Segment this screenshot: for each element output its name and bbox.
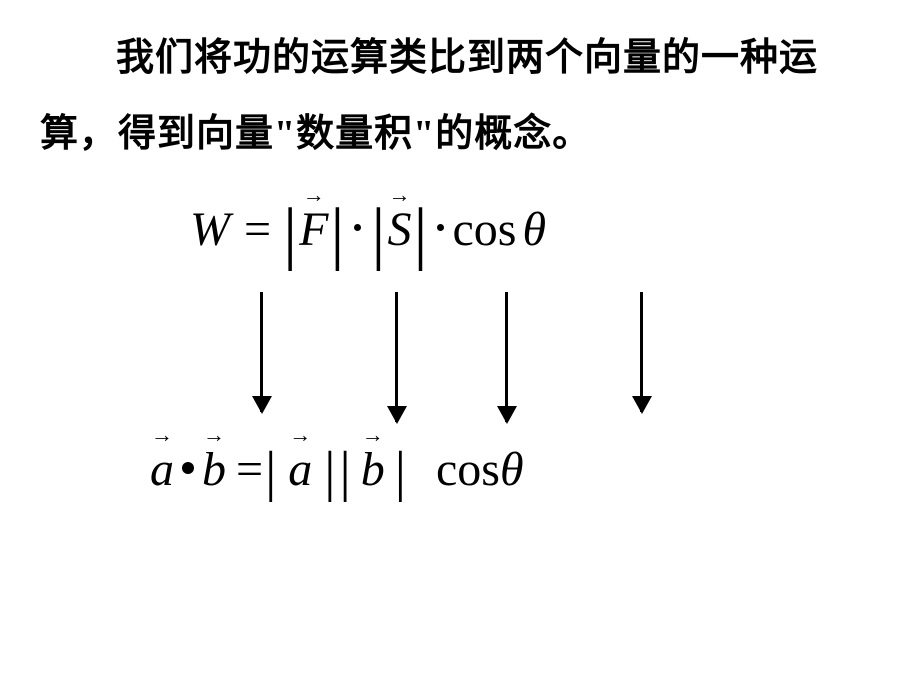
vector-a-abs: → a [288,442,312,497]
vector-arrow-icon: → [387,190,411,200]
equals-sign-2: = [236,442,263,497]
vector-b-abs: → b [361,442,385,497]
abs-bar: | [413,210,427,258]
abs-bar: | [265,448,276,496]
vector-arrow-icon: → [299,190,328,200]
dot-operator [437,224,444,231]
cos-label-1: cos [452,202,516,257]
dot-product-equation: → a → b = | → a | | → b | cos θ [150,442,524,497]
vector-arrow-icon: → [361,430,385,440]
vector-arrow-icon: → [288,430,312,440]
vector-F: → F [299,202,328,257]
abs-bar: | [283,210,297,258]
abs-bar: | [340,448,351,496]
vector-arrow-icon: → [150,430,174,440]
abs-bar: | [395,448,406,496]
bullet-dot-operator [182,462,194,474]
dot-operator [354,224,361,231]
theta-2: θ [500,442,524,497]
intro-paragraph: 我们将功的运算类比到两个向量的一种运算，得到向量"数量积"的概念。 [0,0,920,182]
abs-bar: | [324,448,335,496]
cos-label-2: cos [436,442,500,497]
abs-bar: | [371,210,385,258]
symbol-W: W [190,202,230,257]
vector-a: → a [150,442,174,497]
down-arrow-icon [395,292,398,422]
theta-1: θ [522,202,546,257]
vector-arrow-icon: → [202,430,226,440]
abs-bar: | [330,210,344,258]
paragraph-text: 我们将功的运算类比到两个向量的一种运算，得到向量"数量积"的概念。 [40,37,818,155]
work-equation: W = | → F | | → S | cos θ [190,202,546,257]
vector-b: → b [202,442,226,497]
down-arrow-icon [260,292,263,412]
down-arrow-icon [640,292,643,412]
equation-area: W = | → F | | → S | cos θ → a [0,192,920,552]
vector-S: → S [387,202,411,257]
mapping-arrows [0,292,920,432]
down-arrow-icon [505,292,508,422]
equals-sign-1: = [244,202,271,257]
